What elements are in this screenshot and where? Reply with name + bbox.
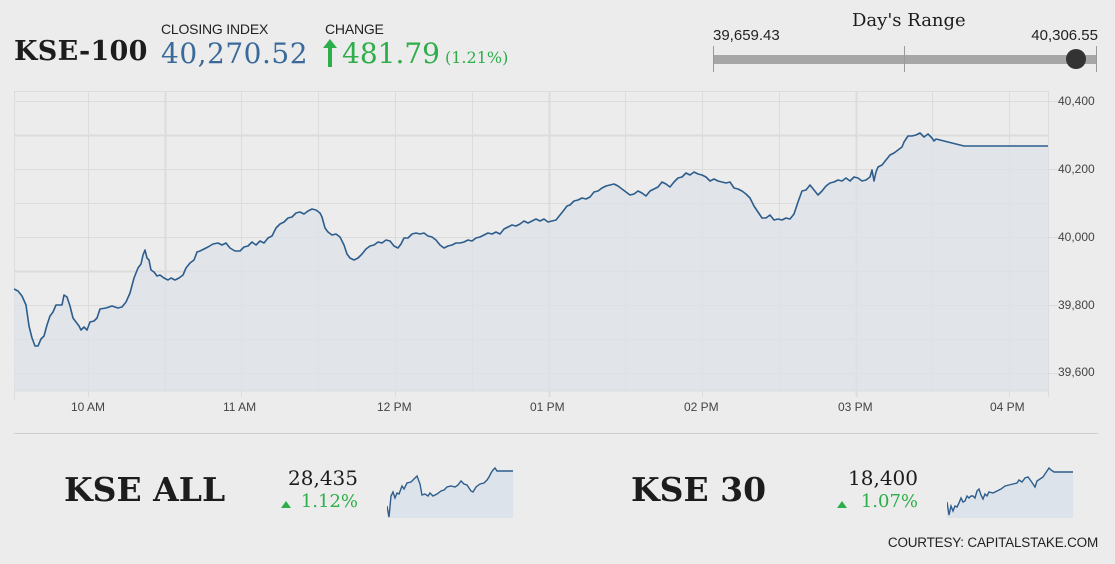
x-tick-label: 03 PM xyxy=(838,400,873,414)
arrow-up-icon xyxy=(323,39,337,67)
y-tick-label: 40,400 xyxy=(1058,94,1095,108)
days-range-track xyxy=(713,55,1097,64)
y-tick-label: 39,800 xyxy=(1058,298,1095,312)
x-tick-label: 12 PM xyxy=(377,400,412,414)
closing-index-label: CLOSING INDEX xyxy=(161,21,269,37)
kse-30-name: KSE 30 xyxy=(631,470,767,509)
change-percent: (1.21%) xyxy=(445,48,509,67)
kse-30-sparkline xyxy=(947,467,1073,518)
days-range-current-marker xyxy=(1066,49,1086,69)
kse-all-value: 28,435 xyxy=(288,466,358,490)
days-range-tick-mid xyxy=(904,46,905,72)
x-tick-label: 01 PM xyxy=(530,400,565,414)
chart-line xyxy=(13,132,1048,347)
x-tick-label: 10 AM xyxy=(71,400,106,414)
y-tick-label: 39,600 xyxy=(1058,365,1095,379)
change-label: CHANGE xyxy=(325,21,384,37)
days-range-high: 40,306.55 xyxy=(1031,27,1098,44)
kse-30-value: 18,400 xyxy=(848,466,918,490)
x-tick-label: 04 PM xyxy=(990,400,1025,414)
triangle-up-icon xyxy=(837,501,847,508)
days-range-tick-low xyxy=(713,46,714,72)
chart-area-fill xyxy=(14,133,1048,391)
x-tick-label: 02 PM xyxy=(684,400,719,414)
kse-all-change: 1.12% xyxy=(300,491,358,512)
kse100-intraday-chart xyxy=(13,91,1058,400)
days-range-tick-high xyxy=(1096,46,1097,72)
days-range-title: Day's Range xyxy=(852,10,966,31)
y-tick-label: 40,000 xyxy=(1058,230,1095,244)
triangle-up-icon xyxy=(281,501,291,508)
days-range-low: 39,659.43 xyxy=(713,27,780,44)
x-tick-label: 11 AM xyxy=(223,400,257,414)
closing-index-value: 40,270.52 xyxy=(161,37,309,70)
index-name: KSE-100 xyxy=(14,36,148,67)
kse-all-sparkline xyxy=(387,466,513,518)
kse-all-name: KSE ALL xyxy=(64,470,226,509)
change-value: 481.79 xyxy=(342,37,440,70)
section-divider xyxy=(14,433,1098,434)
kse-30-change: 1.07% xyxy=(860,491,918,512)
y-tick-label: 40,200 xyxy=(1058,162,1095,176)
courtesy-credit: COURTESY: CAPITALSTAKE.COM xyxy=(887,535,1098,550)
